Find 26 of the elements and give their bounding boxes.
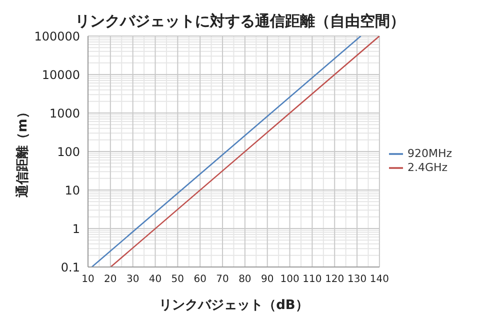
x-tick-label: 30 — [126, 274, 140, 286]
y-tick-label: 10 — [64, 183, 80, 198]
y-tick-label: 100 — [57, 144, 80, 159]
legend-label: 920MHz — [407, 146, 452, 160]
x-tick-label: 140 — [370, 274, 389, 286]
x-tick-label: 120 — [325, 274, 344, 286]
x-tick-label: 60 — [194, 274, 206, 286]
y-tick-label: 100000 — [34, 29, 80, 44]
y-tick-label: 1 — [72, 222, 80, 236]
y-axis-title: 通信距離（m） — [14, 106, 31, 198]
x-tick-label: 80 — [238, 274, 252, 286]
x-tick-label: 20 — [104, 274, 117, 286]
x-tick-label: 90 — [260, 274, 274, 286]
x-tick-label: 110 — [302, 274, 322, 286]
x-tick-label: 130 — [347, 274, 367, 286]
legend-label: 2.4GHz — [407, 160, 448, 174]
x-tick-label: 40 — [148, 274, 162, 286]
x-tick-label: 10 — [82, 274, 94, 286]
y-tick-label: 0.1 — [60, 260, 80, 274]
y-tick-label: 1000 — [49, 106, 80, 120]
x-tick-label: 50 — [171, 274, 184, 286]
y-tick-label: 10000 — [42, 68, 80, 82]
chart-title: リンクバジェットに対する通信距離（自由空間） — [74, 12, 406, 31]
x-tick-label: 70 — [216, 274, 229, 286]
x-axis-title: リンクバジェット（dB） — [159, 298, 308, 313]
x-tick-label: 100 — [280, 274, 300, 286]
